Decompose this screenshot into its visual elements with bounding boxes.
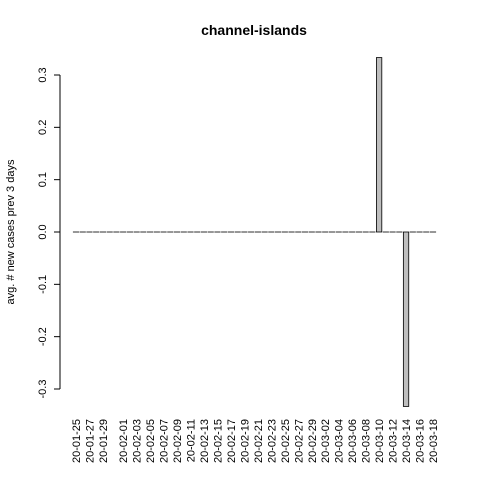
x-tick-label: 20-03-08 (361, 419, 373, 463)
bar-20-03-10 (376, 57, 383, 233)
x-tick-label: 20-02-15 (212, 419, 224, 463)
x-tick-label: 20-02-21 (253, 419, 265, 463)
x-tick-label: 20-02-13 (199, 419, 211, 463)
x-tick-label: 20-03-10 (374, 419, 386, 463)
x-tick-label: 20-02-19 (239, 419, 251, 463)
y-tick-label: 0.2 (37, 120, 49, 135)
x-axis: 20-01-25 20-01-27 20-01-29 20-02-01 20-02-03… (71, 419, 440, 463)
y-axis: -0.3 -0.2 -0.1 0.0 0.1 0.2 0.3 (37, 67, 61, 399)
chart-title: channel-islands (201, 22, 307, 38)
x-tick-label: 20-02-03 (132, 419, 144, 463)
y-axis-label: avg. # new cases prev 3 days (5, 159, 17, 304)
y-tick-label: -0.1 (37, 275, 49, 294)
x-tick-label: 20-03-02 (320, 419, 332, 463)
x-tick-label: 20-02-25 (280, 419, 292, 463)
x-tick-label: 20-02-29 (307, 419, 319, 463)
x-tick-label: 20-01-25 (71, 419, 83, 463)
bars (72, 57, 437, 407)
x-tick-label: 20-01-29 (98, 419, 110, 463)
y-tick-label: 0.0 (37, 224, 49, 239)
bar-20-03-14 (402, 231, 410, 407)
x-tick-label: 20-03-16 (415, 419, 427, 463)
x-tick-label: 20-02-23 (266, 419, 278, 463)
x-tick-label: 20-02-01 (118, 419, 130, 463)
y-tick-label: 0.3 (37, 67, 49, 82)
x-tick-label: 20-02-05 (145, 419, 157, 463)
y-tick-label: -0.2 (37, 327, 49, 346)
x-tick-label: 20-02-17 (226, 419, 238, 463)
x-tick-label: 20-02-11 (186, 419, 198, 462)
x-tick-label: 20-03-14 (401, 419, 413, 463)
x-tick-label: 20-02-07 (159, 419, 171, 463)
x-tick-label: 20-02-27 (293, 419, 305, 463)
x-tick-label: 20-03-04 (334, 419, 346, 463)
x-tick-label: 20-03-12 (388, 419, 400, 463)
y-tick-label: -0.3 (37, 380, 49, 399)
y-tick-label: 0.1 (37, 172, 49, 187)
x-tick-label: 20-03-18 (428, 419, 440, 463)
x-tick-label: 20-01-27 (84, 419, 96, 463)
x-tick-label: 20-02-09 (172, 419, 184, 463)
x-tick-label: 20-03-06 (347, 419, 359, 463)
